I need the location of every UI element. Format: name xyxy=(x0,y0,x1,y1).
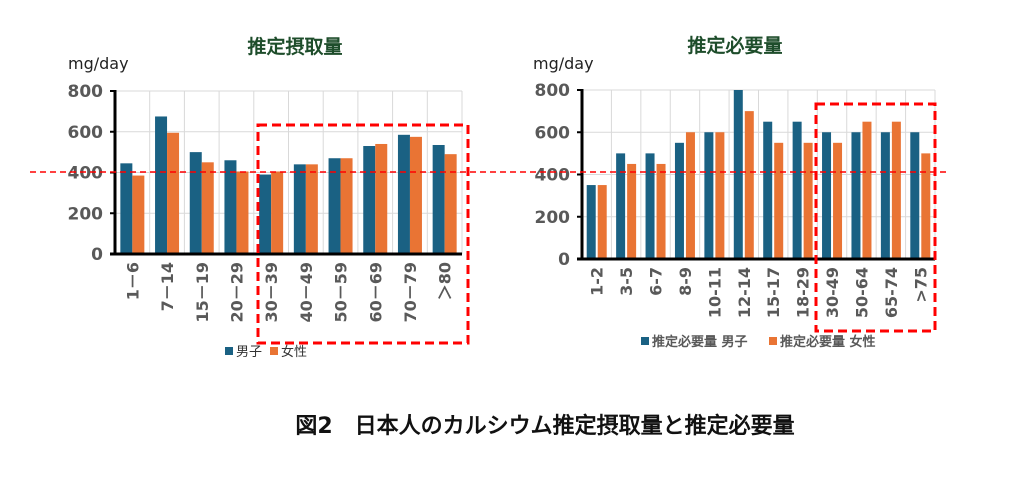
y-tick-label: 800 xyxy=(68,82,104,102)
bar-male-10 xyxy=(880,132,890,259)
figure-caption: 図2 日本人のカルシウム推定摂取量と推定必要量 xyxy=(295,413,794,439)
y-tick-label: 400 xyxy=(535,166,571,186)
x-tick-label: 30－39 xyxy=(262,262,281,323)
x-tick-label: 15-17 xyxy=(764,267,783,318)
bar-male-11 xyxy=(910,132,920,259)
bar-female-2 xyxy=(656,163,666,259)
x-tick-label: 12-14 xyxy=(735,267,754,318)
requirement-chart: 推定必要量 mg/day 0 200 400 600 800 1-2 3-5 6-7 8-9 10… xyxy=(533,34,936,350)
chart-title: 推定必要量 xyxy=(687,34,782,57)
bar-male-2 xyxy=(189,152,202,254)
legend-swatch-female xyxy=(769,337,777,345)
bar-female-0 xyxy=(597,185,607,259)
x-tick-label: 30-49 xyxy=(823,267,842,318)
bar-female-11 xyxy=(921,153,931,259)
bar-male-0 xyxy=(586,185,596,259)
y-axis-unit: mg/day xyxy=(68,54,129,73)
x-tick-label: 60－69 xyxy=(366,262,385,323)
bar-male-1 xyxy=(616,153,626,259)
x-tick-label: 18-29 xyxy=(794,267,813,318)
bar-male-8 xyxy=(397,134,410,254)
bar-female-1 xyxy=(167,132,180,254)
bar-female-3 xyxy=(685,132,695,259)
x-tick-label: 40－49 xyxy=(297,262,316,323)
y-tick-label: 600 xyxy=(535,123,571,143)
bar-male-5 xyxy=(733,90,743,259)
y-tick-label: 600 xyxy=(68,123,104,143)
x-tick-label: 1－6 xyxy=(123,262,142,300)
legend-label: 推定必要量 男子 xyxy=(652,334,748,350)
y-tick-label: 800 xyxy=(535,81,571,101)
bar-male-7 xyxy=(792,121,802,259)
legend-swatch-female xyxy=(270,347,278,355)
bar-female-0 xyxy=(132,175,145,254)
bar-male-3 xyxy=(224,160,237,254)
bar-female-9 xyxy=(444,154,457,254)
highlight-box-adults-requirement xyxy=(814,102,937,333)
chart-title: 推定摂取量 xyxy=(247,35,342,58)
y-tick-label: 0 xyxy=(558,250,570,270)
bar-male-8 xyxy=(822,132,832,259)
intake-chart: 推定摂取量 mg/day 0 200 400 600 800 1－6 7－14 15－19 20… xyxy=(68,35,463,360)
x-tick-label: ＞80 xyxy=(436,262,455,300)
bar-male-4 xyxy=(704,132,714,259)
bar-female-7 xyxy=(803,142,813,259)
x-tick-label: 15－19 xyxy=(193,262,212,323)
y-tick-label: 400 xyxy=(68,164,104,184)
x-tick-label: 70－79 xyxy=(401,262,420,323)
legend-swatch-male xyxy=(225,347,233,355)
legend-swatch-male xyxy=(641,337,649,345)
y-tick-label: 0 xyxy=(91,245,103,265)
bar-female-7 xyxy=(375,143,388,254)
bar-female-1 xyxy=(627,163,637,259)
bar-male-0 xyxy=(120,163,133,254)
x-tick-label: 8-9 xyxy=(676,267,695,296)
x-tick-label: >75 xyxy=(911,267,930,303)
bar-female-8 xyxy=(833,142,843,259)
bar-female-3 xyxy=(236,171,249,254)
bar-male-9 xyxy=(851,132,861,259)
bar-female-2 xyxy=(201,162,214,254)
legend-label: 男子 xyxy=(236,345,262,360)
bar-male-4 xyxy=(259,174,272,254)
x-tick-label: 10-11 xyxy=(705,267,724,318)
bar-female-6 xyxy=(774,142,784,259)
x-tick-label: 6-7 xyxy=(647,267,666,296)
x-tick-label: 1-2 xyxy=(588,267,607,296)
bar-male-6 xyxy=(763,121,773,259)
bar-male-1 xyxy=(155,116,168,254)
bar-female-8 xyxy=(409,136,422,254)
x-tick-label: 7－14 xyxy=(158,262,177,311)
bar-male-9 xyxy=(432,144,445,254)
bar-male-6 xyxy=(328,158,341,254)
bar-female-6 xyxy=(340,158,353,254)
bar-male-2 xyxy=(645,153,655,259)
bar-male-7 xyxy=(363,146,376,254)
bar-male-3 xyxy=(674,142,684,259)
x-tick-label: 50－59 xyxy=(332,262,351,323)
highlight-box-adults-intake xyxy=(256,123,470,345)
legend-label: 推定必要量 女性 xyxy=(780,334,876,350)
y-axis-unit: mg/day xyxy=(533,54,594,73)
bar-female-10 xyxy=(891,121,901,259)
x-tick-label: 20－29 xyxy=(227,262,246,323)
x-tick-label: 50-64 xyxy=(852,267,871,318)
bar-female-9 xyxy=(862,121,872,259)
x-tick-label: 65-74 xyxy=(882,267,901,318)
bar-female-5 xyxy=(305,164,318,254)
legend-label: 女性 xyxy=(281,344,307,360)
bar-female-5 xyxy=(744,111,754,259)
y-tick-label: 200 xyxy=(68,204,104,224)
bar-female-4 xyxy=(271,171,284,254)
x-tick-label: 3-5 xyxy=(617,267,636,296)
bar-male-5 xyxy=(293,164,306,254)
y-tick-label: 200 xyxy=(535,208,571,228)
bar-female-4 xyxy=(715,132,725,259)
